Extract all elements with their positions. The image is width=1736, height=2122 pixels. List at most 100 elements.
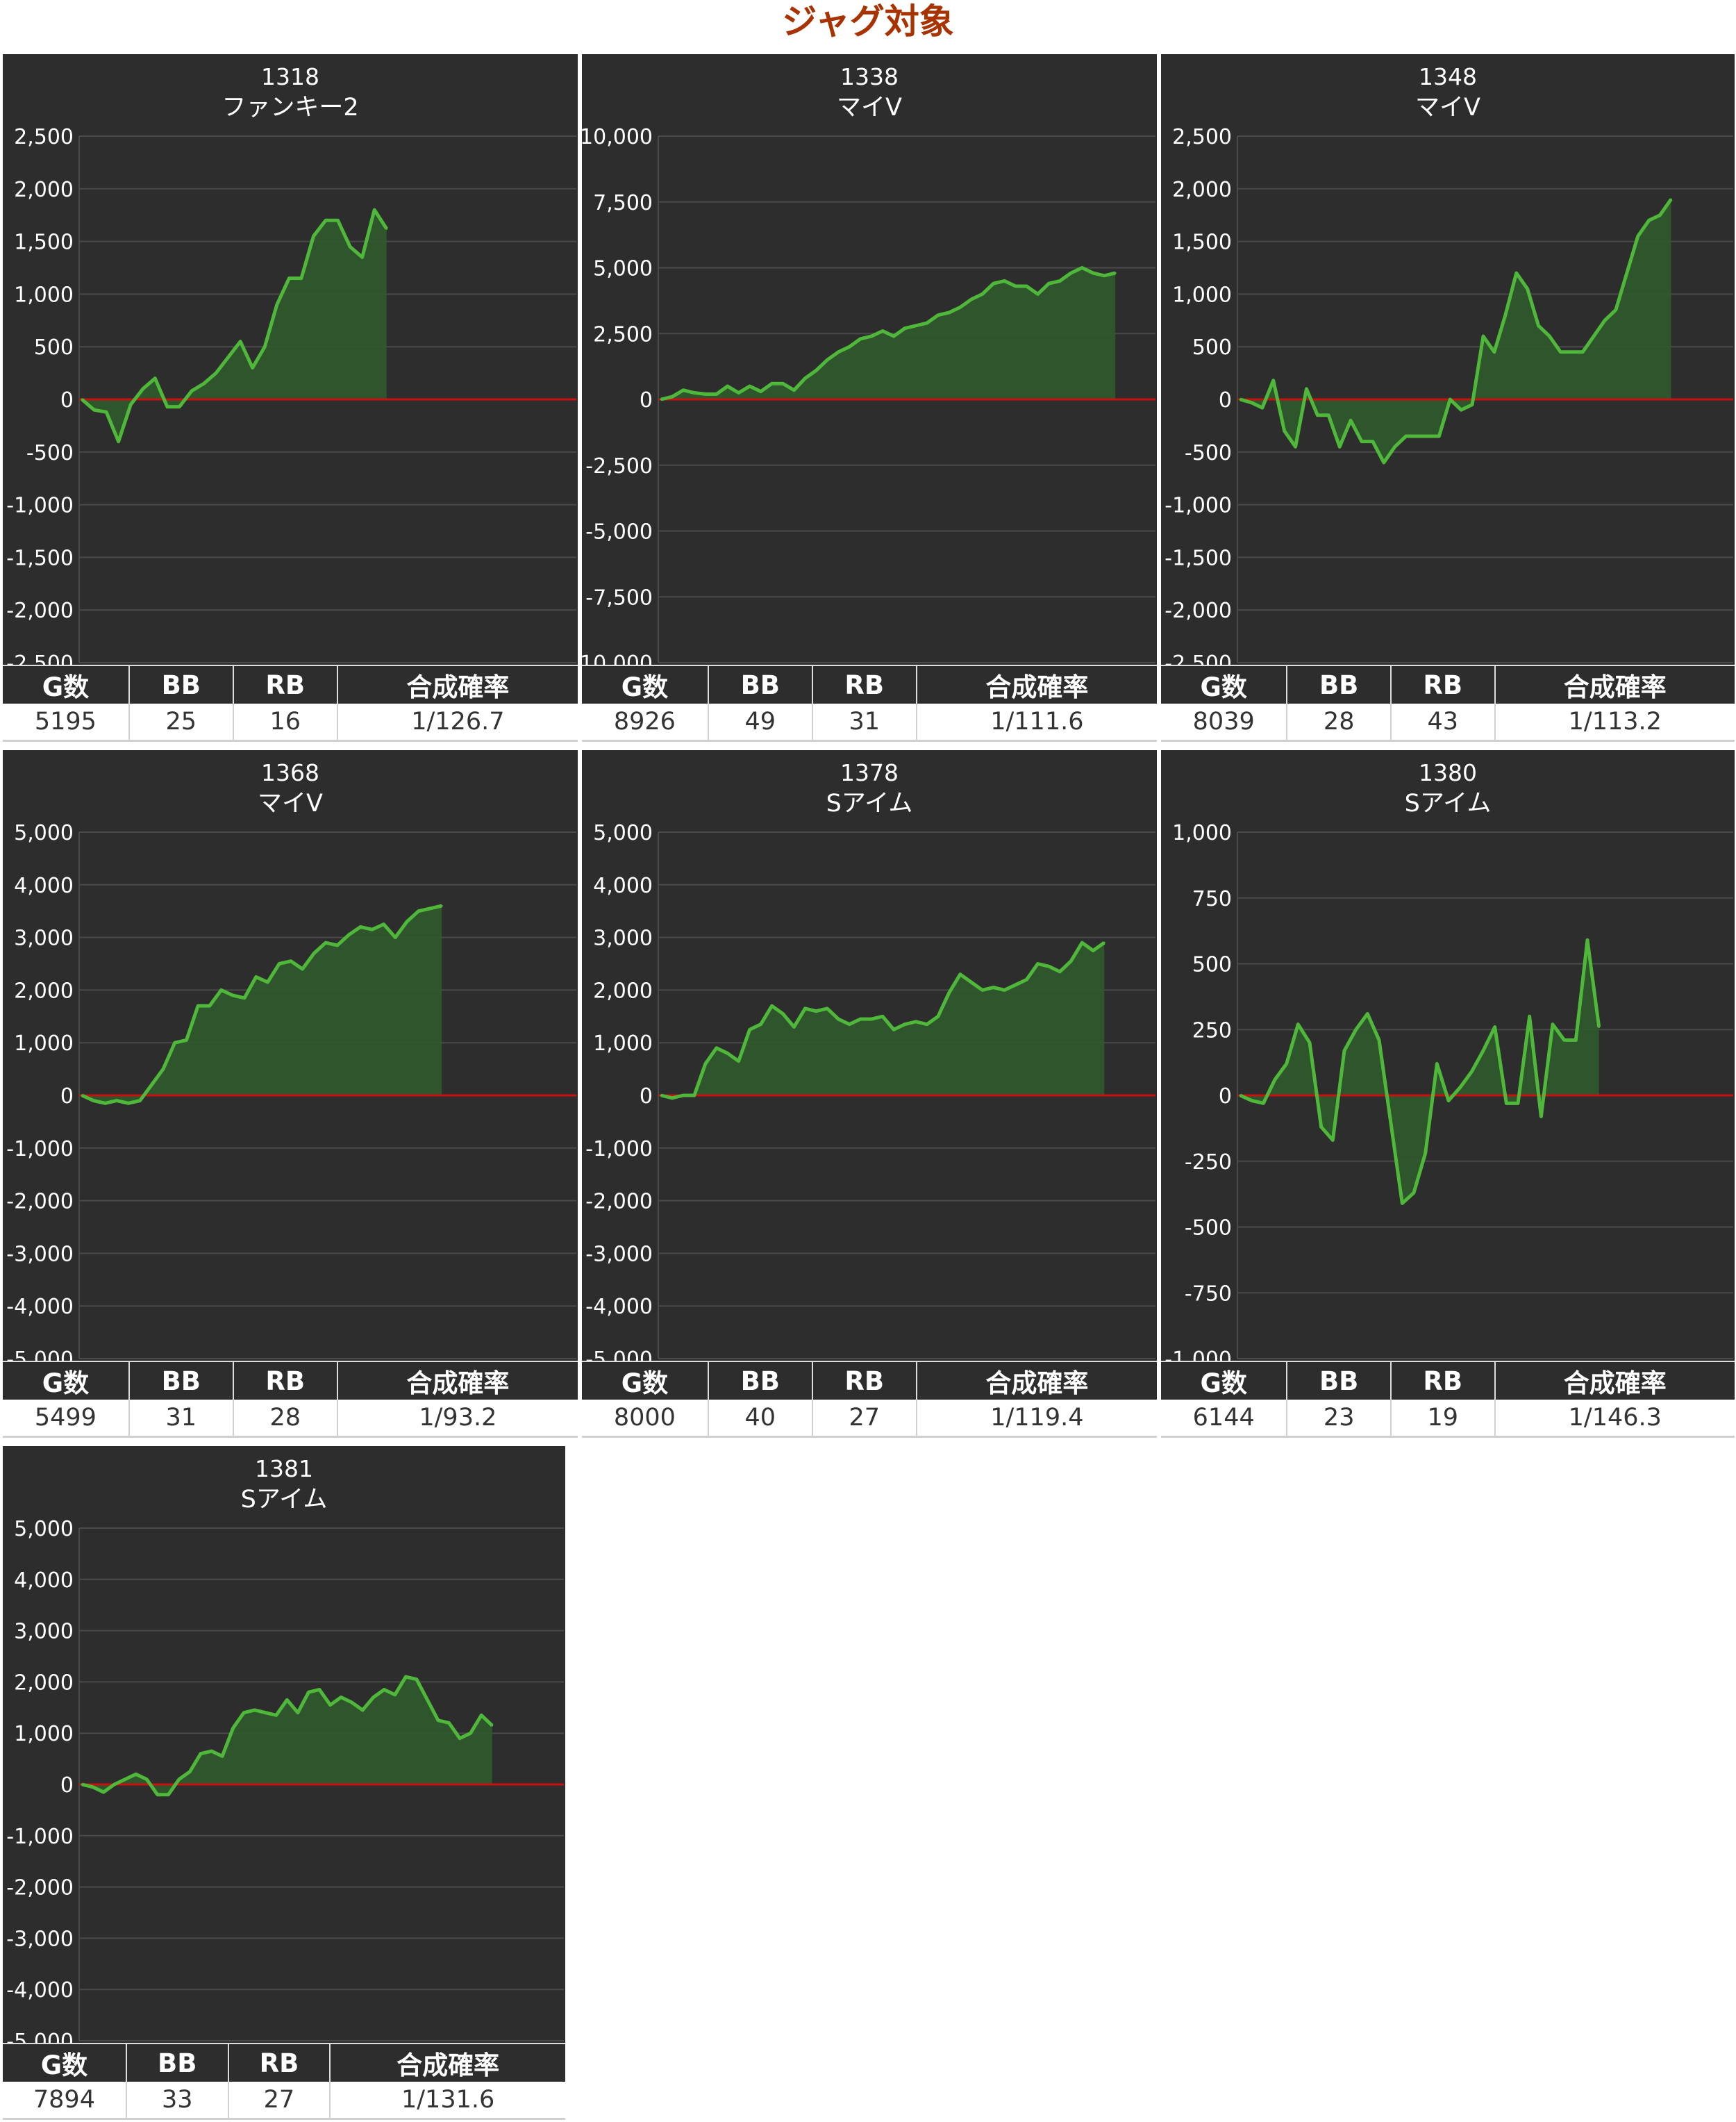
games-value: 8039 bbox=[1161, 704, 1288, 742]
data-point bbox=[383, 1688, 385, 1691]
bb-value: 33 bbox=[126, 2082, 229, 2120]
data-point bbox=[815, 369, 817, 372]
data-point bbox=[1437, 435, 1440, 438]
y-tick-label: -3,000 bbox=[585, 1242, 653, 1266]
data-point bbox=[113, 1783, 116, 1786]
data-point bbox=[1026, 978, 1028, 981]
data-point bbox=[1285, 1063, 1288, 1066]
data-point bbox=[1274, 1078, 1276, 1081]
stats-header: RB bbox=[812, 1361, 917, 1400]
chart-panel-1348: 1348 マイV -2,500 -2,000 -1,500 -1,000 -500 0 500 1… bbox=[1161, 54, 1735, 742]
machine-number: 1380 bbox=[1419, 759, 1477, 786]
data-point bbox=[227, 356, 230, 358]
data-point bbox=[682, 389, 685, 392]
data-point bbox=[371, 928, 374, 931]
data-point bbox=[1517, 1102, 1519, 1104]
data-point bbox=[263, 345, 266, 348]
data-point bbox=[142, 388, 144, 390]
data-point bbox=[1327, 414, 1330, 417]
data-point bbox=[92, 1786, 94, 1789]
data-point bbox=[1515, 272, 1518, 274]
data-point bbox=[351, 1701, 353, 1704]
y-tick-label: 1,000 bbox=[593, 1031, 653, 1056]
data-point bbox=[347, 934, 350, 936]
y-tick-label: 1,000 bbox=[14, 1722, 74, 1746]
data-point bbox=[340, 1696, 342, 1699]
bb-value: 23 bbox=[1287, 1400, 1392, 1438]
data-point bbox=[1435, 1063, 1438, 1066]
data-point bbox=[127, 1102, 130, 1104]
data-point bbox=[892, 1028, 895, 1031]
data-point bbox=[197, 1004, 199, 1007]
data-point bbox=[771, 1004, 774, 1007]
data-point bbox=[704, 392, 707, 395]
data-point bbox=[1470, 1070, 1473, 1073]
data-point bbox=[117, 440, 120, 443]
stats-table: G数 BB RB 合成確率 8039 28 43 1/113.2 bbox=[1161, 665, 1735, 742]
data-point bbox=[92, 1100, 95, 1102]
data-point bbox=[394, 1693, 397, 1696]
data-point bbox=[848, 345, 851, 348]
data-point bbox=[185, 1038, 187, 1041]
data-point bbox=[926, 322, 928, 324]
games-value: 5195 bbox=[3, 704, 130, 742]
stats-header: G数 bbox=[1161, 665, 1288, 704]
data-point bbox=[1316, 414, 1319, 417]
rb-value: 27 bbox=[812, 1400, 917, 1438]
data-point bbox=[848, 1023, 851, 1026]
y-tick-label: -2,500 bbox=[585, 454, 653, 479]
data-point bbox=[1459, 1086, 1462, 1089]
stats-header: RB bbox=[1390, 1361, 1496, 1400]
data-point bbox=[1360, 440, 1363, 443]
data-point bbox=[1047, 282, 1050, 285]
data-point bbox=[1537, 324, 1540, 327]
chart-panel-1318: 1318 ファンキー2 -2,500 -2,000 -1,500 -1,000 -500 0 5… bbox=[3, 54, 578, 742]
y-tick-label: -1,000 bbox=[1165, 1348, 1232, 1363]
data-point bbox=[959, 306, 962, 308]
data-point bbox=[1401, 1202, 1403, 1204]
data-point bbox=[469, 1732, 472, 1734]
games-value: 7894 bbox=[3, 2082, 127, 2120]
machine-number: 1338 bbox=[840, 63, 899, 90]
data-point bbox=[145, 1778, 148, 1781]
machine-name: マイV bbox=[258, 790, 323, 818]
games-value: 5499 bbox=[3, 1400, 130, 1438]
y-tick-label: 3,000 bbox=[14, 1620, 74, 1644]
data-point bbox=[428, 907, 431, 910]
data-point bbox=[1003, 988, 1006, 991]
machine-name: Sアイム bbox=[826, 790, 913, 818]
data-point bbox=[300, 277, 303, 280]
data-point bbox=[1447, 1100, 1450, 1102]
chart-panel-1381: 1381 Sアイム -5,000 -4,000 -3,000 -2,000 -1,000 0 1… bbox=[3, 1446, 565, 2120]
data-point bbox=[1659, 214, 1662, 217]
data-point bbox=[981, 292, 984, 295]
data-point bbox=[792, 389, 795, 392]
y-tick-label: -500 bbox=[1185, 441, 1232, 465]
y-tick-label: -5,000 bbox=[585, 1348, 653, 1363]
data-point bbox=[275, 1714, 278, 1716]
data-point bbox=[1471, 404, 1474, 406]
y-tick-label: 2,000 bbox=[14, 1671, 74, 1695]
data-point bbox=[150, 1084, 153, 1086]
data-point bbox=[704, 1063, 707, 1066]
data-point bbox=[415, 1678, 418, 1681]
data-point bbox=[394, 936, 397, 939]
data-point bbox=[231, 994, 234, 997]
machine-number: 1318 bbox=[261, 63, 319, 90]
data-point bbox=[359, 925, 362, 928]
y-tick-label: 1,000 bbox=[1172, 283, 1232, 307]
data-point bbox=[1637, 235, 1639, 238]
y-tick-label: -5,000 bbox=[6, 1348, 74, 1363]
data-point bbox=[373, 208, 376, 211]
y-tick-label: 0 bbox=[1219, 388, 1232, 413]
rb-value: 31 bbox=[812, 704, 917, 742]
data-point bbox=[324, 219, 327, 222]
data-point bbox=[426, 1698, 428, 1701]
y-tick-label: 0 bbox=[60, 388, 74, 413]
y-tick-label: 5,000 bbox=[593, 821, 653, 845]
data-point bbox=[660, 1094, 662, 1097]
bb-value: 31 bbox=[128, 1400, 234, 1438]
data-point bbox=[926, 1023, 928, 1026]
data-point bbox=[1592, 335, 1595, 338]
stats-table: G数 BB RB 合成確率 7894 33 27 1/131.6 bbox=[3, 2043, 565, 2120]
